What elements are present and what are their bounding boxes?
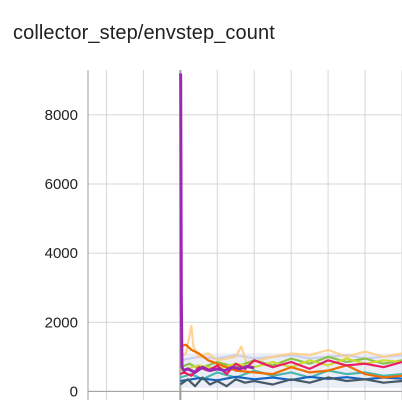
y-tick-label: 0 — [70, 383, 78, 400]
series-line — [180, 343, 402, 379]
series-line — [179, 324, 402, 365]
y-tick-label: 8000 — [45, 107, 78, 124]
y-tick-label: 6000 — [45, 176, 78, 193]
y-tick-label: 4000 — [45, 245, 78, 262]
series-line — [179, 376, 402, 388]
y-tick-label: 2000 — [45, 314, 78, 331]
series-line — [178, 73, 255, 374]
series-line — [179, 359, 402, 377]
chart-title: collector_step/envstep_count — [13, 22, 275, 44]
